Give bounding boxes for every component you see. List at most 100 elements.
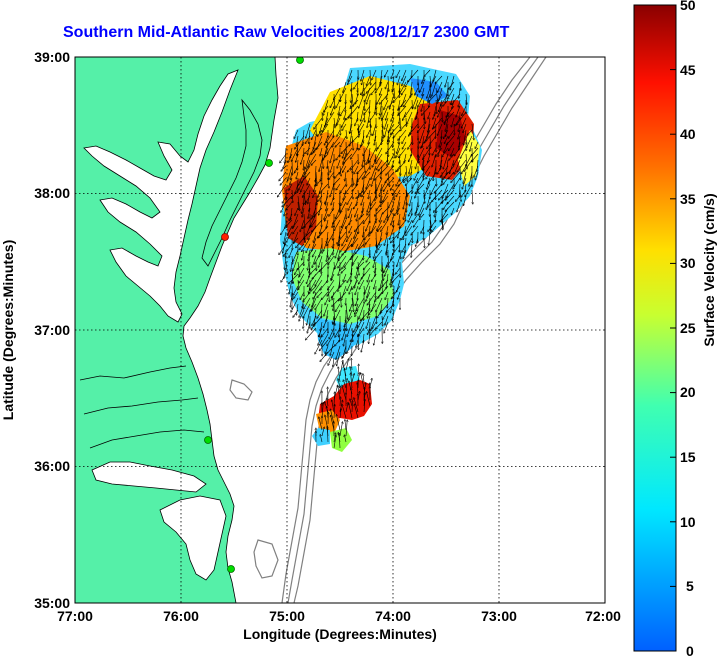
velocity-arrow bbox=[323, 147, 329, 160]
velocity-arrow bbox=[308, 207, 311, 218]
station-marker bbox=[221, 233, 229, 241]
x-tick-label: 77:00 bbox=[57, 608, 93, 624]
velocity-arrow bbox=[391, 231, 401, 243]
velocity-arrow bbox=[331, 415, 335, 431]
velocity-arrow bbox=[442, 183, 449, 198]
grid-lines bbox=[75, 57, 605, 603]
velocity-arrow bbox=[315, 339, 323, 354]
velocity-arrow bbox=[386, 237, 389, 253]
velocity-arrow bbox=[375, 81, 383, 93]
velocity-arrow bbox=[352, 401, 353, 413]
velocity-arrow bbox=[293, 237, 299, 243]
velocity-arrow bbox=[441, 93, 449, 106]
velocity-arrow bbox=[352, 237, 359, 247]
x-tick-label: 73:00 bbox=[481, 608, 517, 624]
velocity-arrow bbox=[396, 147, 401, 157]
velocity-arrow bbox=[412, 93, 419, 109]
velocity-arrow bbox=[313, 285, 323, 299]
velocity-arrow bbox=[421, 99, 425, 111]
velocity-arrow bbox=[380, 189, 383, 203]
velocity-arrow bbox=[420, 129, 425, 143]
velocity-arrow bbox=[302, 207, 305, 217]
velocity-arrow bbox=[305, 135, 311, 144]
velocity-arrow bbox=[394, 147, 395, 158]
velocity-arrow bbox=[363, 129, 364, 142]
velocity-arrow bbox=[457, 201, 461, 212]
velocity-arrow bbox=[443, 171, 449, 180]
velocity-arrow bbox=[386, 243, 389, 255]
velocity-arrow bbox=[357, 392, 360, 401]
velocity-arrow bbox=[367, 285, 371, 297]
velocity-arrow bbox=[318, 195, 323, 201]
velocity-arrow bbox=[380, 87, 383, 95]
velocity-arrow bbox=[318, 255, 323, 267]
velocity-arrow bbox=[290, 171, 293, 180]
velocity-arrow bbox=[288, 153, 293, 162]
velocity-arrow bbox=[289, 279, 293, 294]
velocity-arrow bbox=[434, 201, 443, 212]
velocity-arrow bbox=[344, 435, 347, 443]
velocity-arrow bbox=[362, 165, 371, 179]
velocity-arrow bbox=[363, 374, 364, 383]
velocity-arrow bbox=[301, 153, 305, 164]
velocity-arrow bbox=[315, 249, 323, 264]
velocity-arrow bbox=[416, 111, 419, 119]
velocity-arrow bbox=[320, 123, 323, 133]
velocity-arrow bbox=[443, 99, 449, 106]
velocity-arrow bbox=[376, 201, 383, 211]
velocity-arrow bbox=[349, 285, 353, 294]
velocity-arrow bbox=[406, 189, 407, 205]
velocity-arrow bbox=[357, 383, 358, 395]
velocity-arrow bbox=[302, 297, 305, 308]
velocity-arrow bbox=[320, 225, 323, 233]
velocity-arrow bbox=[371, 219, 377, 233]
velocity-arrow bbox=[438, 81, 443, 92]
velocity-arrow bbox=[341, 201, 347, 212]
velocity-arrow bbox=[376, 321, 383, 329]
velocity-arrow bbox=[352, 189, 353, 199]
velocity-arrow bbox=[303, 165, 305, 178]
velocity-arrow bbox=[427, 135, 437, 149]
velocity-arrow bbox=[333, 243, 335, 255]
pamlico-sound bbox=[159, 495, 227, 581]
velocity-arrow bbox=[445, 87, 449, 103]
velocity-arrow bbox=[399, 105, 401, 114]
velocity-arrow bbox=[365, 237, 371, 244]
velocity-arrow bbox=[367, 201, 371, 212]
velocity-arrow bbox=[385, 69, 389, 77]
velocity-arrow bbox=[384, 213, 389, 223]
velocity-arrow bbox=[462, 105, 467, 116]
velocity-arrow bbox=[375, 189, 377, 201]
velocity-arrow bbox=[441, 213, 449, 221]
velocity-arrow bbox=[351, 81, 352, 91]
velocity-arrow bbox=[351, 87, 353, 102]
velocity-arrow bbox=[371, 273, 377, 281]
velocity-arrow bbox=[300, 219, 305, 232]
velocity-arrow bbox=[437, 123, 443, 135]
velocity-arrow bbox=[387, 87, 389, 99]
velocity-arrow bbox=[295, 207, 299, 216]
velocity-arrow bbox=[423, 231, 424, 240]
velocity-arrow bbox=[354, 165, 359, 174]
velocity-arrow bbox=[381, 219, 389, 231]
velocity-arrow bbox=[396, 69, 401, 78]
velocity-arrow bbox=[321, 403, 323, 419]
velocity-arrow bbox=[460, 147, 467, 158]
velocity-arrow bbox=[364, 231, 371, 240]
velocity-arrow bbox=[327, 285, 335, 296]
velocity-arrow bbox=[417, 81, 419, 92]
velocity-arrow bbox=[321, 123, 329, 135]
velocity-arrow bbox=[286, 249, 287, 257]
velocity-arrow bbox=[358, 321, 365, 337]
velocity-arrow bbox=[303, 165, 311, 177]
velocity-arrow bbox=[320, 351, 329, 361]
velocity-arrow bbox=[366, 75, 371, 85]
velocity-arrow bbox=[333, 297, 335, 310]
velocity-arrow bbox=[314, 183, 317, 192]
velocity-arrow bbox=[316, 195, 317, 205]
velocity-arrow bbox=[374, 333, 377, 345]
velocity-arrow bbox=[415, 87, 419, 95]
velocity-arrow bbox=[371, 87, 377, 95]
velocity-arrow bbox=[299, 273, 305, 283]
velocity-arrow bbox=[292, 273, 293, 284]
